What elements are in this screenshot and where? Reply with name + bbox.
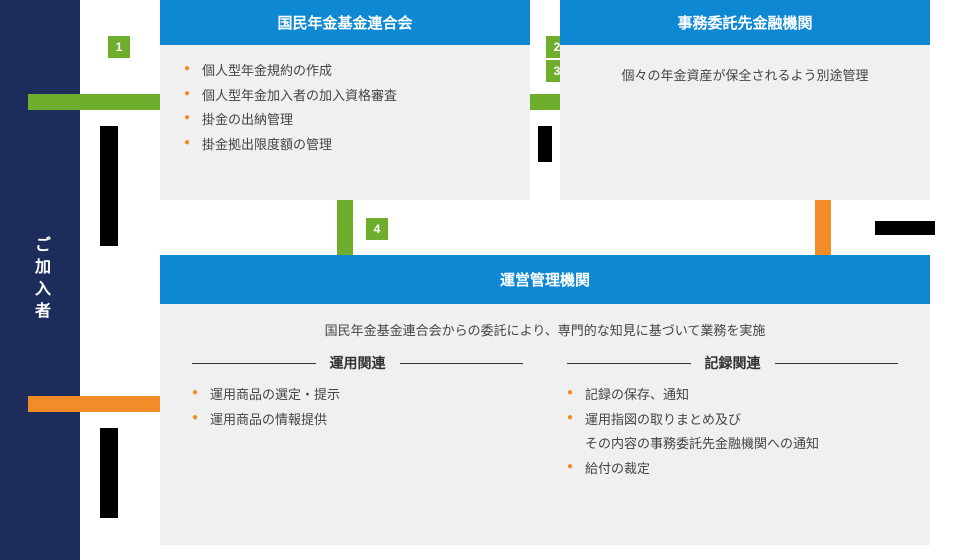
list-item: 運用指図の取りまとめ及び その内容の事務委託先金融機関への通知 bbox=[567, 408, 898, 457]
subcol-record-head: 記録関連 bbox=[691, 353, 775, 373]
connector-1-arrow bbox=[100, 126, 118, 246]
list-item: 個人型年金加入者の加入資格審査 bbox=[184, 84, 506, 109]
list-item: 運用商品の選定・提示 bbox=[192, 383, 523, 408]
subcol-operation-head: 運用関連 bbox=[316, 353, 400, 373]
list-item: 掛金拠出限度額の管理 bbox=[184, 133, 506, 158]
list-item: 運用商品の情報提供 bbox=[192, 408, 523, 433]
list-item: 掛金の出納管理 bbox=[184, 108, 506, 133]
connector-4-bar bbox=[337, 200, 353, 255]
card-management-title: 運営管理機関 bbox=[160, 255, 930, 304]
connector-2-arrow bbox=[538, 126, 552, 162]
subscriber-label: ご加入者 bbox=[28, 236, 52, 324]
card-federation: 国民年金基金連合会 個人型年金規約の作成 個人型年金加入者の加入資格審査 掛金の… bbox=[160, 0, 530, 200]
badge-4: 4 bbox=[366, 218, 388, 240]
list-item: 個人型年金規約の作成 bbox=[184, 59, 506, 84]
card-management-lead: 国民年金基金連合会からの委託により、専門的な知見に基づいて業務を実施 bbox=[160, 304, 930, 353]
connector-2-3-bar bbox=[530, 94, 560, 110]
card-trustee-title: 事務委託先金融機関 bbox=[560, 0, 930, 45]
connector-orange-right bbox=[815, 200, 831, 255]
badge-1: 1 bbox=[108, 36, 130, 58]
list-item: 記録の保存、通知 bbox=[567, 383, 898, 408]
card-trustee-lead: 個々の年金資産が保全されるよう別途管理 bbox=[584, 59, 906, 90]
card-federation-title: 国民年金基金連合会 bbox=[160, 0, 530, 45]
connector-1-bar bbox=[28, 94, 160, 110]
diagram-stage: ご加入者 1 国民年金基金連合会 個人型年金規約の作成 個人型年金加入者の加入資… bbox=[0, 0, 960, 560]
subcol-record: 記録関連 記録の保存、通知 運用指図の取りまとめ及び その内容の事務委託先金融機… bbox=[545, 353, 920, 482]
subcol-operation: 運用関連 運用商品の選定・提示 運用商品の情報提供 bbox=[170, 353, 545, 482]
subscriber-panel: ご加入者 bbox=[0, 0, 80, 560]
list-item: 給付の裁定 bbox=[567, 457, 898, 482]
connector-orange-left-arrow bbox=[100, 428, 118, 518]
card-management: 運営管理機関 国民年金基金連合会からの委託により、専門的な知見に基づいて業務を実… bbox=[160, 255, 930, 545]
card-trustee: 事務委託先金融機関 個々の年金資産が保全されるよう別途管理 bbox=[560, 0, 930, 200]
card-federation-list: 個人型年金規約の作成 個人型年金加入者の加入資格審査 掛金の出納管理 掛金拠出限… bbox=[184, 59, 506, 158]
connector-orange-left bbox=[28, 396, 160, 412]
connector-orange-right-arrow bbox=[875, 221, 935, 235]
